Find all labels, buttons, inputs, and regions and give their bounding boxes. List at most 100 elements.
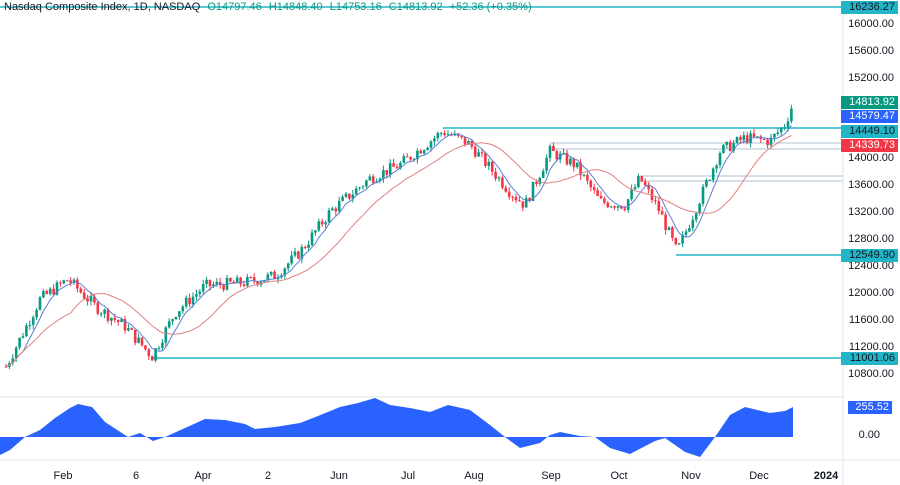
low-value: L14753.16 (329, 1, 382, 13)
candle-body (11, 358, 15, 364)
candle-body (688, 228, 691, 232)
price-axis-label: 13200.00 (848, 206, 894, 218)
candle-body (613, 206, 616, 208)
candle-body (106, 309, 110, 321)
candle-body (477, 152, 480, 157)
candle-body (470, 141, 474, 147)
candle-body (76, 279, 79, 289)
candle-body (538, 177, 542, 184)
candle-body (762, 138, 766, 140)
candle-body (320, 221, 324, 225)
candle-body (212, 284, 215, 287)
price-axis-label: 11600.00 (848, 314, 894, 326)
candle-body (545, 157, 548, 171)
candle-body (341, 196, 344, 202)
candle-body (439, 132, 443, 134)
candle-body (14, 347, 18, 359)
candle-body (416, 150, 419, 160)
candle-body (378, 178, 382, 182)
candle-body (195, 294, 198, 297)
candle-body (739, 137, 742, 141)
candle-body (592, 187, 596, 191)
candle-body (123, 319, 127, 331)
candle-body (358, 187, 361, 189)
candle-body (120, 319, 123, 323)
candle-body (252, 277, 256, 282)
candle-body (18, 337, 21, 348)
candle-body (701, 186, 705, 204)
candle-body (188, 297, 191, 305)
time-axis-label: Sep (541, 470, 561, 482)
candle-body (589, 180, 593, 188)
time-axis-label: 2 (264, 470, 272, 482)
candle-body (480, 152, 484, 154)
price-axis-label: 15200.00 (848, 72, 894, 84)
candle-body (599, 195, 603, 199)
candle-body (735, 137, 739, 143)
price-axis-label: 16000.00 (848, 18, 894, 30)
candle-body (154, 348, 157, 361)
price-axis-label: 10800.00 (848, 368, 894, 380)
candle-body (637, 176, 640, 188)
candle-body (348, 193, 351, 199)
candle-body (48, 288, 52, 294)
candle-body (694, 213, 698, 220)
candle-body (402, 156, 406, 163)
candle-body (790, 108, 793, 122)
candle-body (93, 296, 96, 303)
candle-body (317, 221, 321, 231)
candle-body (497, 177, 501, 179)
candle-body (215, 281, 219, 285)
candle-body (654, 200, 657, 202)
candle-body (96, 302, 100, 314)
candle-body (677, 243, 681, 245)
price-axis-label: 15600.00 (848, 45, 894, 57)
candle-body (460, 135, 463, 138)
candle-body (157, 347, 161, 349)
candle-body (55, 282, 59, 295)
candle-body (647, 185, 650, 190)
candle-body (783, 127, 786, 129)
price-axis-label: 13600.00 (848, 179, 894, 191)
candle-body (164, 327, 168, 343)
candle-body (786, 121, 790, 128)
candle-body (171, 319, 174, 322)
candle-body (623, 208, 627, 210)
candle-body (167, 321, 171, 328)
candle-body (732, 142, 735, 152)
candle-body (667, 227, 671, 231)
candle-body (331, 208, 334, 211)
price-axis-label: 12000.00 (848, 287, 894, 299)
candle-body (722, 144, 725, 154)
candle-body (616, 206, 620, 208)
candle-body (535, 181, 538, 184)
candle-body (21, 336, 25, 338)
candle-body (293, 251, 297, 256)
candle-body (273, 271, 276, 280)
ma-slow-line (5, 135, 792, 368)
time-axis-label: Aug (464, 470, 484, 482)
candle-body (715, 165, 718, 169)
price-tag: 14449.10 (841, 125, 898, 138)
price-tag: 14813.92 (841, 96, 898, 109)
candle-body (25, 325, 28, 337)
candle-body (779, 127, 783, 133)
price-tag: 11001.06 (841, 352, 898, 365)
candle-body (711, 168, 715, 180)
oscillator-last-tag: 255.52 (848, 401, 892, 414)
candle-body (728, 141, 732, 152)
time-axis-label: Oct (610, 470, 628, 482)
oscillator-area (0, 398, 793, 457)
candle-body (35, 309, 38, 318)
candle-body (42, 290, 45, 298)
candle-body (579, 162, 582, 176)
price-tag: 12549.90 (841, 249, 898, 262)
candle-body (681, 234, 684, 244)
candle-body (235, 277, 239, 284)
candle-body (382, 170, 385, 179)
candle-body (569, 158, 572, 165)
candle-body (399, 162, 402, 169)
candle-body (385, 170, 389, 175)
